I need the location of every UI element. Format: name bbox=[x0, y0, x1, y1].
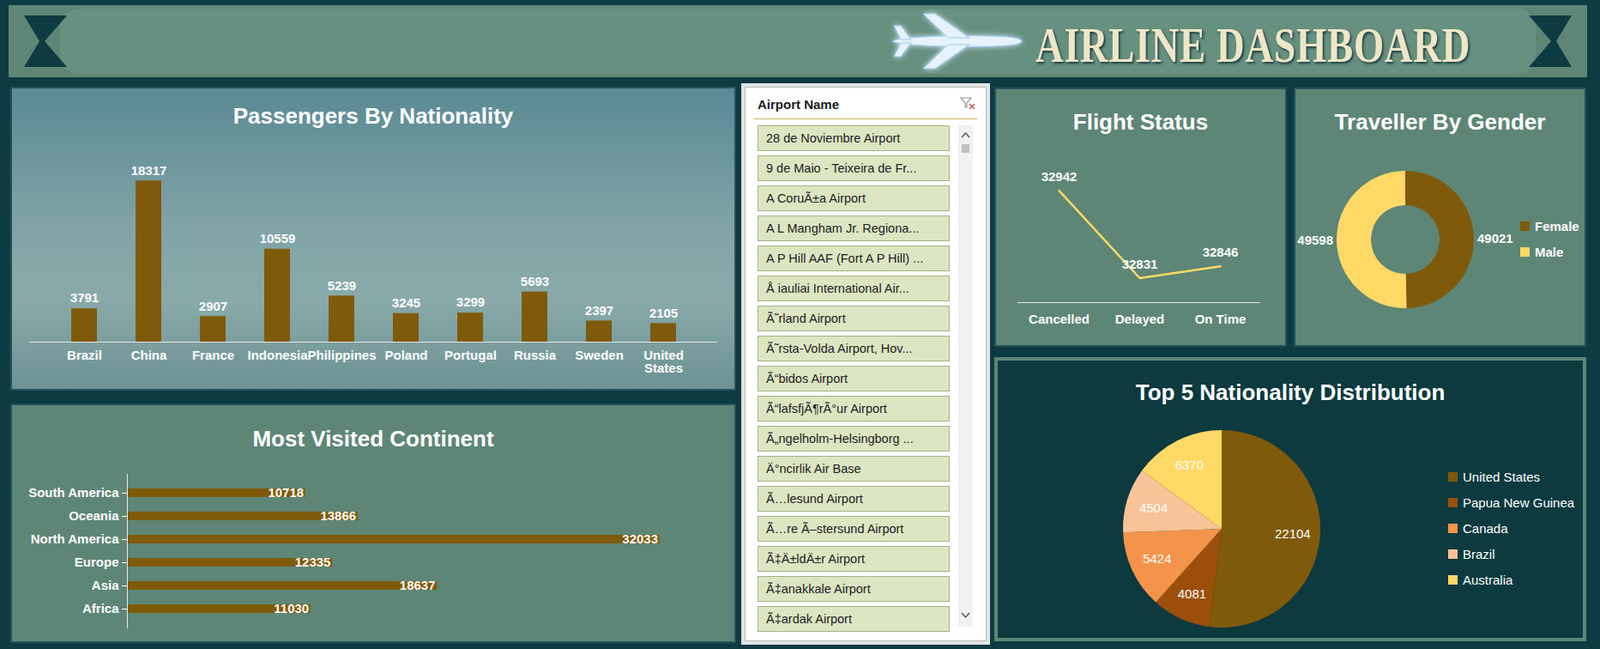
svg-text:32033: 32033 bbox=[621, 531, 659, 546]
svg-text:5693: 5693 bbox=[520, 273, 550, 289]
html-text:Most Visited Continent: Most Visited Continent bbox=[252, 425, 494, 452]
svg-text:South America: South America bbox=[28, 484, 120, 500]
svg-text:Russia: Russia bbox=[513, 347, 557, 363]
svg-text:Papua New Guinea: Papua New Guinea bbox=[1462, 495, 1576, 510]
svg-text:Portugal: Portugal bbox=[444, 347, 497, 363]
html-text:A CoruÃ±a Airport: A CoruÃ±a Airport bbox=[766, 191, 866, 206]
html-text:Ã„ngelholm-Helsingborg ...: Ã„ngelholm-Helsingborg ... bbox=[766, 431, 914, 446]
html-text:Top 5 Nationality Distribution: Top 5 Nationality Distribution bbox=[1135, 379, 1445, 405]
svg-text:France: France bbox=[192, 347, 235, 363]
svg-text:Cancelled: Cancelled bbox=[1028, 311, 1090, 327]
svg-text:3245: 3245 bbox=[392, 295, 421, 310]
html-text:28 de Noviembre Airport: 28 de Noviembre Airport bbox=[766, 131, 901, 145]
svg-text:11030: 11030 bbox=[273, 600, 309, 616]
svg-text:Philippines: Philippines bbox=[307, 347, 376, 363]
html-text:Ã˜rsta-Volda Airport, Hov...: Ã˜rsta-Volda Airport, Hov... bbox=[766, 341, 913, 356]
html-text:Ã“bidos Airport: Ã“bidos Airport bbox=[766, 371, 848, 386]
svg-text:2105: 2105 bbox=[649, 305, 678, 320]
html-text:AIRLINE DASHBOARD: AIRLINE DASHBOARD bbox=[1035, 17, 1471, 73]
svg-text:Africa: Africa bbox=[82, 600, 120, 616]
svg-text:4081: 4081 bbox=[1177, 585, 1207, 601]
svg-text:UnitedStates: UnitedStates bbox=[643, 347, 684, 375]
svg-text:3299: 3299 bbox=[456, 294, 485, 309]
html-text:Ã…lesund Airport: Ã…lesund Airport bbox=[766, 491, 863, 506]
svg-text:Oceania: Oceania bbox=[68, 507, 120, 523]
html-text:Ã“lafsfjÃ¶rÃ°ur Airport: Ã“lafsfjÃ¶rÃ°ur Airport bbox=[766, 401, 887, 416]
svg-text:2907: 2907 bbox=[199, 298, 228, 314]
html-text:Passengers By Nationality: Passengers By Nationality bbox=[233, 102, 514, 129]
svg-text:Australia: Australia bbox=[1462, 572, 1514, 587]
svg-text:Brazil: Brazil bbox=[1462, 546, 1496, 562]
html-text:Ã‡ardak Airport: Ã‡ardak Airport bbox=[766, 611, 852, 626]
html-text:Flight Status: Flight Status bbox=[1073, 108, 1209, 135]
svg-text:2397: 2397 bbox=[585, 302, 614, 318]
svg-text:49021: 49021 bbox=[1477, 230, 1514, 246]
svg-text:5424: 5424 bbox=[1142, 550, 1172, 566]
svg-text:Female: Female bbox=[1534, 218, 1580, 234]
svg-text:22104: 22104 bbox=[1274, 525, 1311, 541]
html-text:Airport Name: Airport Name bbox=[757, 96, 840, 112]
svg-text:32831: 32831 bbox=[1122, 256, 1159, 272]
html-text:Ä°ncirlik Air Base: Ä°ncirlik Air Base bbox=[766, 461, 861, 476]
svg-text:32942: 32942 bbox=[1041, 169, 1078, 184]
svg-text:10559: 10559 bbox=[259, 230, 296, 246]
svg-text:North America: North America bbox=[30, 531, 120, 546]
html-text:Traveller By Gender: Traveller By Gender bbox=[1334, 108, 1546, 135]
svg-text:Canada: Canada bbox=[1462, 520, 1509, 536]
svg-text:Male: Male bbox=[1534, 244, 1564, 260]
svg-text:Asia: Asia bbox=[91, 577, 120, 592]
svg-text:China: China bbox=[131, 347, 168, 363]
html-text:Å iauliai International Air...: Å iauliai International Air... bbox=[766, 281, 910, 296]
svg-text:18317: 18317 bbox=[131, 163, 168, 178]
svg-text:Sweden: Sweden bbox=[574, 347, 624, 363]
html-text:Ã…re Ã–stersund Airport: Ã…re Ã–stersund Airport bbox=[766, 521, 904, 536]
svg-text:13866: 13866 bbox=[320, 507, 357, 523]
html-text:A L Mangham Jr. Regiona...: A L Mangham Jr. Regiona... bbox=[766, 221, 920, 236]
html-text:Ã˜rland Airport: Ã˜rland Airport bbox=[766, 311, 846, 326]
html-text:9 de Maio - Teixeira de Fr...: 9 de Maio - Teixeira de Fr... bbox=[766, 161, 917, 176]
svg-text:Brazil: Brazil bbox=[66, 347, 103, 363]
svg-text:Indonesia: Indonesia bbox=[247, 347, 308, 363]
svg-text:Delayed: Delayed bbox=[1115, 311, 1166, 327]
svg-text:Poland: Poland bbox=[384, 347, 428, 363]
svg-text:10718: 10718 bbox=[267, 484, 304, 500]
html-text:Ã‡anakkale Airport: Ã‡anakkale Airport bbox=[766, 581, 871, 596]
svg-text:49598: 49598 bbox=[1297, 232, 1334, 248]
html-text:A P Hill AAF (Fort A P Hill) .: A P Hill AAF (Fort A P Hill) ... bbox=[766, 251, 924, 266]
svg-text:United States: United States bbox=[1462, 469, 1540, 484]
svg-text:3791: 3791 bbox=[70, 289, 99, 305]
svg-text:6370: 6370 bbox=[1175, 457, 1204, 472]
svg-text:5239: 5239 bbox=[327, 277, 357, 293]
html-text:Ã‡Ä±ldÄ±r Airport: Ã‡Ä±ldÄ±r Airport bbox=[766, 551, 865, 566]
svg-text:32846: 32846 bbox=[1202, 244, 1239, 260]
svg-text:4504: 4504 bbox=[1139, 500, 1168, 515]
svg-text:12335: 12335 bbox=[295, 554, 332, 569]
svg-text:18637: 18637 bbox=[399, 577, 436, 592]
svg-text:Europe: Europe bbox=[74, 554, 120, 569]
svg-text:On Time: On Time bbox=[1195, 311, 1247, 327]
